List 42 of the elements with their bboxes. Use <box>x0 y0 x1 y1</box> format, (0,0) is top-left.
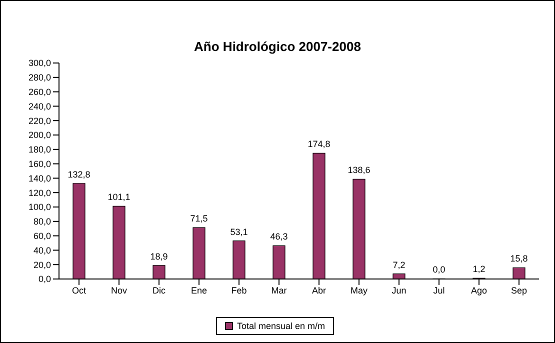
data-label: 46,3 <box>270 232 288 242</box>
data-label: 71,5 <box>190 214 208 224</box>
x-tick-label: Oct <box>72 285 86 296</box>
y-tick-label: 160,0 <box>28 158 51 169</box>
data-label: 0,0 <box>432 264 446 275</box>
y-tick-label: 200,0 <box>28 130 51 140</box>
data-label: 15,8 <box>510 254 528 264</box>
data-label: 53,1 <box>230 226 248 237</box>
data-label: 7,2 <box>392 260 406 270</box>
x-tick-label: Mar <box>271 285 287 296</box>
x-tick-label: Jul <box>433 285 445 296</box>
legend-label: Total mensual en m/m <box>236 321 326 331</box>
y-tick-label: 120,0 <box>28 188 51 198</box>
data-label: 18,9 <box>150 251 168 262</box>
y-tick-label: 80,0 <box>33 216 51 227</box>
chart-title: Año Hidrológico 2007-2008 <box>193 39 362 54</box>
data-label: 101,1 <box>108 192 130 202</box>
y-tick-label: 220,0 <box>28 116 51 126</box>
x-tick-label: Sep <box>510 285 528 296</box>
y-tick-label: 20,0 <box>33 260 51 270</box>
x-tick-label: Ago <box>470 285 488 296</box>
x-tick-label: Jun <box>392 285 406 296</box>
x-tick-label: May <box>350 285 368 296</box>
y-tick-label: 40,0 <box>33 245 51 256</box>
x-tick-label: Ene <box>190 285 208 296</box>
x-tick-label: Abr <box>312 285 326 296</box>
y-tick-label: 260,0 <box>28 86 51 97</box>
data-label: 174,8 <box>308 139 330 150</box>
x-tick-label: Nov <box>110 285 128 296</box>
data-label: 138,6 <box>348 165 370 176</box>
y-tick-label: 100,0 <box>28 202 51 212</box>
y-tick-label: 180,0 <box>28 144 51 155</box>
data-label: 132,8 <box>68 169 90 180</box>
y-tick-label: 300,0 <box>28 58 51 68</box>
y-tick-label: 0,0 <box>38 274 51 284</box>
x-tick-label: Feb <box>231 285 247 296</box>
y-tick-label: 240,0 <box>28 101 51 112</box>
x-tick-label: Dic <box>152 285 166 296</box>
y-tick-label: 140,0 <box>28 173 51 184</box>
y-tick-label: 60,0 <box>33 230 51 241</box>
y-tick-label: 280,0 <box>28 72 51 83</box>
data-label: 1,2 <box>472 264 486 274</box>
